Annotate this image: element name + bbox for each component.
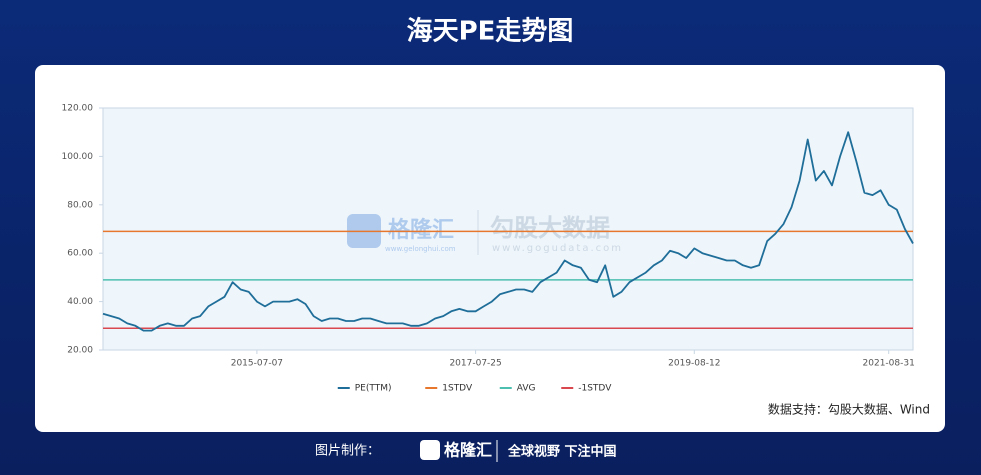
legend-label: AVG: [517, 384, 536, 394]
watermark-data-brand: 勾股大数据: [490, 214, 610, 242]
legend-label: 1STDV: [442, 384, 473, 394]
legend-label: -1STDV: [578, 384, 612, 394]
x-tick-label: 2019-08-12: [668, 359, 720, 369]
plot-area: [102, 107, 914, 351]
footer-slogan: 全球视野 下注中国: [507, 444, 617, 460]
chart-title: 海天PE走势图: [407, 17, 574, 47]
line-series: [102, 131, 914, 332]
y-tick-label: 60.00: [67, 249, 93, 259]
watermark-data-url: www.gogudata.com: [492, 243, 623, 254]
y-tick-label: 120.00: [62, 104, 94, 114]
y-tick-label: 100.00: [62, 152, 94, 162]
footer-logo: [420, 440, 440, 460]
y-tick-label: 80.00: [67, 200, 93, 210]
legend-label: PE(TTM): [355, 384, 392, 394]
y-tick-label: 40.00: [67, 297, 93, 307]
watermark: 格隆汇 www.gelonghui.com 勾股大数据 www.gogudata…: [347, 210, 623, 255]
footer-brand: 格隆汇: [444, 441, 492, 460]
x-tick-label: 2017-07-25: [449, 359, 501, 369]
y-tick-label: 20.00: [67, 346, 93, 356]
watermark-url: www.gelonghui.com: [385, 245, 456, 253]
source: 数据支持：勾股大数据、Wind: [768, 402, 930, 417]
footer-made-by: 图片制作：: [315, 444, 380, 459]
x-tick-label: 2015-07-07: [231, 359, 283, 369]
watermark-brand: 格隆汇: [388, 217, 454, 243]
x-tick-label: 2021-08-31: [863, 359, 915, 369]
